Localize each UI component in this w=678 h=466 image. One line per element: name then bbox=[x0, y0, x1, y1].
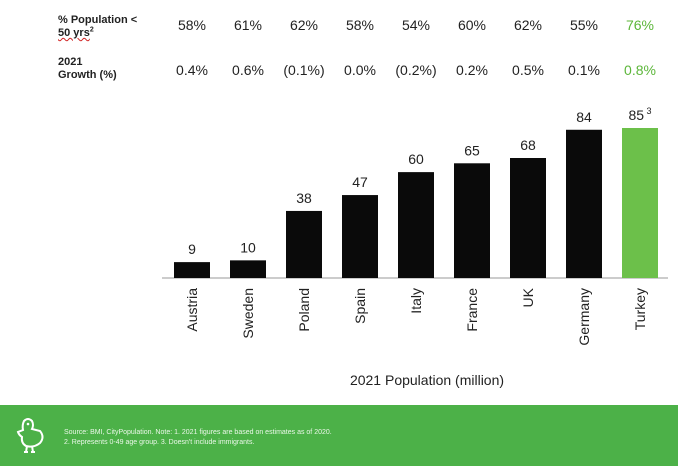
bird-mascot-icon bbox=[16, 418, 44, 453]
data-label: 10 bbox=[240, 239, 256, 255]
growth-value: 0.0% bbox=[344, 62, 376, 78]
population-under-50-value: 58% bbox=[345, 17, 375, 33]
growth-value: 0.5% bbox=[512, 62, 544, 78]
growth-value: (0.1%) bbox=[283, 62, 325, 78]
growth-value: (0.2%) bbox=[395, 62, 437, 78]
data-label: 85 3 bbox=[628, 106, 651, 123]
source-footer: Source: BMI, CityPopulation. Note: 1. 20… bbox=[0, 405, 678, 466]
population-under-50-value: 62% bbox=[513, 17, 543, 33]
row-label-line: % Population < bbox=[58, 14, 138, 26]
bar-austria bbox=[174, 262, 210, 278]
source-note-line: 2. Represents 0-49 age group. 3. Doesn't… bbox=[64, 439, 255, 446]
bar-italy bbox=[398, 172, 434, 278]
category-label: Austria bbox=[184, 288, 200, 332]
row-label-population-under-50: % Population < 50 yrs2 bbox=[58, 14, 137, 40]
data-label: 9 bbox=[188, 241, 196, 257]
growth-value: 0.2% bbox=[456, 62, 488, 78]
category-label: Italy bbox=[408, 288, 424, 314]
growth-value: 0.8% bbox=[624, 62, 656, 78]
row-label-growth: 2021 Growth (%) bbox=[58, 56, 117, 82]
growth-value: 0.6% bbox=[232, 62, 264, 78]
row-label-line: 2021 bbox=[58, 56, 83, 68]
population-bar-chart: 9 Austria 10 Sweden 38 Poland 47 Spain 60 Italy 65… bbox=[162, 106, 668, 388]
population-under-50-value: 76% bbox=[625, 17, 655, 33]
data-label: 84 bbox=[576, 109, 592, 125]
x-axis-title: 2021 Population (million) bbox=[350, 372, 504, 388]
data-label: 60 bbox=[408, 151, 424, 167]
category-label: Spain bbox=[352, 288, 368, 324]
row-label-text: 50 yrs bbox=[58, 27, 90, 39]
source-note-line: Source: BMI, CityPopulation. Note: 1. 20… bbox=[64, 429, 332, 436]
bar-sweden bbox=[230, 260, 266, 278]
row-label-line: Growth (%) bbox=[58, 69, 117, 81]
category-label: Turkey bbox=[632, 288, 648, 330]
footnote-marker: 2 bbox=[89, 26, 94, 34]
growth-value: 0.4% bbox=[176, 62, 208, 78]
row-label-line: 50 yrs2 bbox=[58, 26, 137, 40]
population-under-50-value: 62% bbox=[289, 17, 319, 33]
data-label: 38 bbox=[296, 190, 312, 206]
population-under-50-value: 54% bbox=[401, 17, 431, 33]
bar-poland bbox=[286, 210, 322, 278]
data-label: 47 bbox=[352, 174, 368, 190]
population-under-50-value: 60% bbox=[457, 17, 487, 33]
population-under-50-value: 55% bbox=[569, 17, 599, 33]
category-label: Germany bbox=[576, 288, 592, 346]
bar-turkey bbox=[622, 128, 658, 278]
category-label: Poland bbox=[296, 288, 312, 332]
source-note: Source: BMI, CityPopulation. Note: 1. 20… bbox=[64, 428, 624, 448]
population-under-50-value: 58% bbox=[177, 17, 207, 33]
population-under-50-value: 61% bbox=[233, 17, 263, 33]
bar-uk bbox=[510, 158, 546, 278]
category-label: Sweden bbox=[240, 288, 256, 339]
category-label: France bbox=[464, 288, 480, 332]
growth-value: 0.1% bbox=[568, 62, 600, 78]
bar-france bbox=[454, 163, 490, 278]
data-label: 65 bbox=[464, 142, 480, 158]
bar-spain bbox=[342, 195, 378, 278]
bar-germany bbox=[566, 129, 602, 278]
data-label: 68 bbox=[520, 137, 536, 153]
category-label: UK bbox=[520, 287, 536, 307]
